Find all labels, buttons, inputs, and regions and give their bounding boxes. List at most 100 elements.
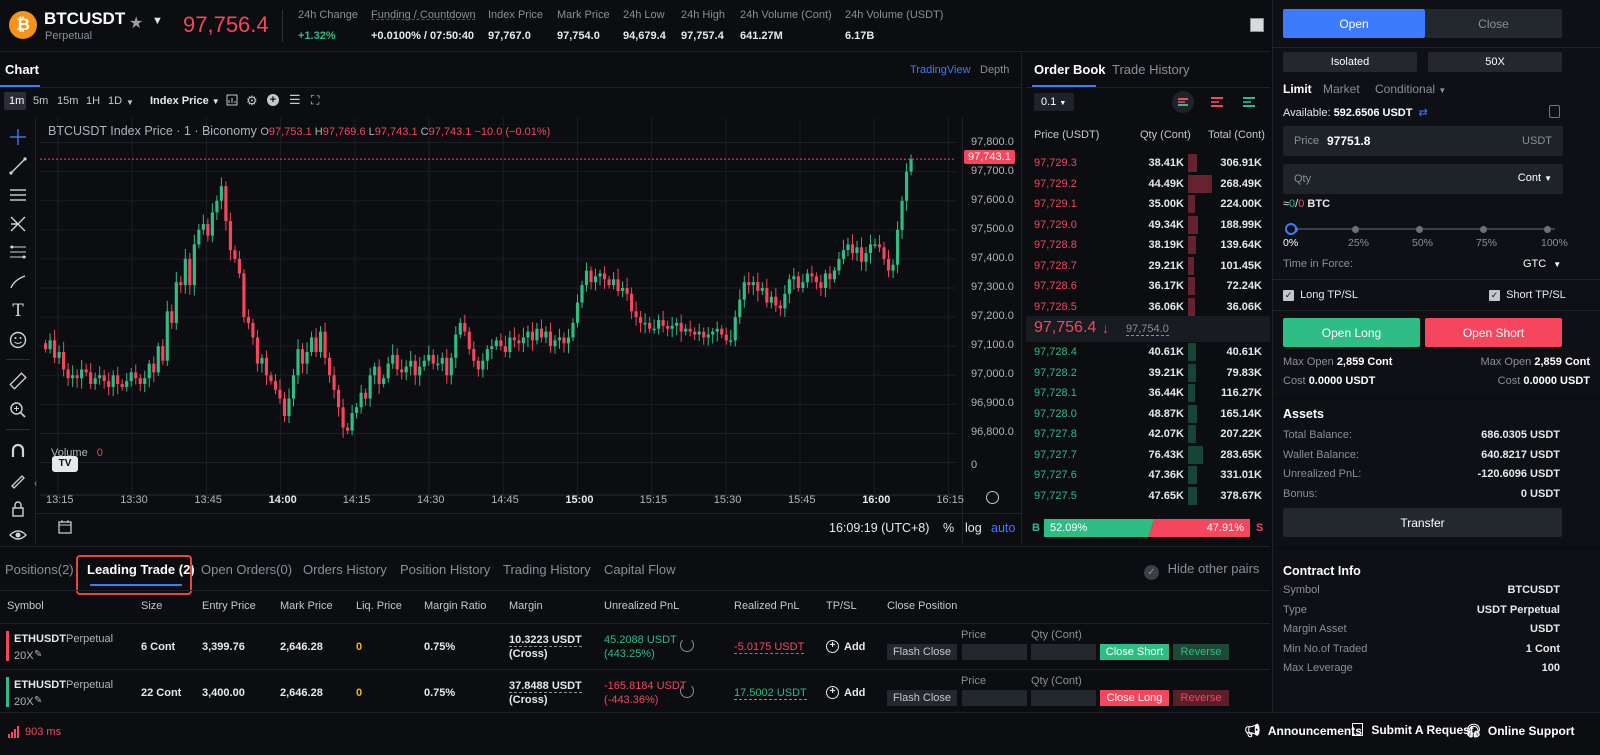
bid-row[interactable]: 97,728.4 40.61K 40.61K (1026, 342, 1270, 362)
bid-row[interactable]: 97,728.2 39.21K 79.83K (1026, 363, 1270, 383)
goto-date-icon[interactable] (57, 519, 73, 535)
order-type-market[interactable]: Market (1323, 82, 1360, 96)
layout-list-icon[interactable]: ☰ (289, 92, 301, 107)
close-qty-input[interactable] (1031, 644, 1096, 660)
ask-row[interactable]: 97,728.5 36.06K 36.06K (1026, 297, 1270, 317)
flash-close-button[interactable]: Flash Close (887, 644, 957, 660)
tab-trade-history[interactable]: Trade History (1112, 62, 1190, 77)
slider-mark[interactable] (1544, 226, 1551, 233)
interval-5m[interactable]: 5m (33, 95, 49, 107)
interval-1d[interactable]: 1D (108, 95, 123, 107)
announcements-link[interactable]: 📢︎ Announcements (1244, 723, 1362, 739)
horizontal-lines-icon[interactable] (8, 185, 28, 205)
open-short-button[interactable]: Open Short (1425, 318, 1562, 347)
ask-row[interactable]: 97,728.8 38.19K 139.64K (1026, 235, 1270, 255)
reset-scale-icon[interactable] (986, 491, 999, 504)
open-tab[interactable]: Open (1283, 9, 1425, 38)
mid-price-row[interactable]: 97,756.4 ↓ 97,754.0 (1026, 316, 1270, 342)
ask-row[interactable]: 97,729.1 35.00K 224.00K (1026, 194, 1270, 214)
tab-position-history[interactable]: Position History (400, 562, 491, 577)
leverage-button[interactable]: 50X (1428, 52, 1562, 72)
reverse-button[interactable]: Reverse (1173, 644, 1229, 660)
bid-row[interactable]: 97,727.6 47.36K 331.01K (1026, 465, 1270, 485)
precision-select[interactable]: 0.1 ▼ (1034, 93, 1074, 111)
submit-request-link[interactable]: Submit A Request (1352, 723, 1474, 737)
ask-row[interactable]: 97,729.2 44.49K 268.49K (1026, 174, 1270, 194)
time-in-force-select[interactable]: GTC ▼ (1523, 258, 1561, 270)
favorite-star-icon[interactable]: ★ (129, 15, 144, 32)
bid-row[interactable]: 97,727.7 76.43K 283.65K (1026, 445, 1270, 465)
share-pnl-icon[interactable] (680, 638, 694, 652)
collapse-toolbar-icon[interactable]: ‹ (34, 478, 38, 489)
position-symbol[interactable]: ETHUSDT (14, 633, 66, 645)
interval-15m[interactable]: 15m (57, 95, 79, 107)
scale-percent-toggle[interactable]: % (943, 521, 955, 535)
book-view-asks-icon[interactable] (1206, 91, 1228, 113)
interval-1m-label[interactable]: 1m (9, 95, 25, 107)
bid-row[interactable]: 97,728.0 48.87K 165.14K (1026, 404, 1270, 424)
slider-mark[interactable] (1416, 226, 1423, 233)
short-tpsl-checkbox[interactable]: ✓ Short TP/SL (1489, 289, 1566, 301)
slider-handle[interactable] (1285, 223, 1297, 235)
long-tpsl-checkbox[interactable]: ✓ Long TP/SL (1283, 289, 1358, 301)
depth-toggle[interactable]: Depth (980, 64, 1010, 76)
edit-leverage-icon[interactable]: ✎ (34, 695, 43, 706)
transfer-button[interactable]: Transfer (1283, 508, 1562, 537)
close-price-input[interactable] (962, 644, 1027, 660)
tab-trading-history[interactable]: Trading History (503, 562, 591, 577)
eye-icon[interactable] (8, 525, 28, 541)
close-short-button[interactable]: Close Short (1100, 644, 1169, 660)
slider-mark[interactable] (1352, 226, 1359, 233)
lock-pencil-icon[interactable] (8, 470, 28, 490)
close-tab[interactable]: Close (1425, 9, 1562, 38)
flash-close-button[interactable]: Flash Close (887, 690, 957, 706)
bid-row[interactable]: 97,727.8 42.07K 207.22K (1026, 424, 1270, 444)
position-leverage[interactable]: 20X (14, 650, 34, 662)
add-tpsl-button[interactable]: Add (844, 687, 866, 699)
position-leverage[interactable]: 20X (14, 696, 34, 708)
margin-mode-button[interactable]: Isolated (1283, 52, 1417, 72)
online-support-link[interactable]: 🎧︎ Online Support (1465, 723, 1575, 739)
order-type-conditional[interactable]: Conditional ▼ (1375, 82, 1446, 96)
qty-input[interactable]: Qty Cont ▼ (1283, 164, 1563, 194)
symbol-dropdown-icon[interactable]: ▼ (152, 15, 163, 27)
order-type-limit[interactable]: Limit (1283, 82, 1312, 96)
share-pnl-icon[interactable] (680, 684, 694, 698)
scale-log-toggle[interactable]: log (965, 521, 982, 535)
indicators-icon[interactable] (226, 94, 238, 106)
tradingview-toggle[interactable]: TradingView (910, 64, 971, 76)
interval-dropdown-icon[interactable]: ▼ (126, 98, 134, 107)
text-tool-icon[interactable]: T (12, 301, 24, 321)
slider-mark[interactable] (1480, 226, 1487, 233)
book-view-both-icon[interactable] (1172, 91, 1194, 113)
bid-row[interactable]: 97,728.1 36.44K 116.27K (1026, 383, 1270, 403)
fib-retracement-icon[interactable] (8, 243, 28, 263)
lock-icon[interactable] (8, 499, 28, 519)
bid-row[interactable]: 97,727.5 47.65K 378.67K (1026, 486, 1270, 506)
ask-row[interactable]: 97,728.6 36.17K 72.24K (1026, 276, 1270, 296)
price-source-select[interactable]: Index Price ▼ (150, 95, 220, 107)
price-input[interactable]: Price 97751.8 USDT (1283, 126, 1563, 156)
trendline-icon[interactable] (8, 156, 28, 176)
ask-row[interactable]: 97,729.3 38.41K 306.91K (1026, 153, 1270, 173)
reverse-button[interactable]: Reverse (1173, 690, 1229, 706)
edit-leverage-icon[interactable]: ✎ (34, 649, 43, 660)
magnet-icon[interactable] (8, 441, 28, 461)
zoom-in-icon[interactable] (8, 400, 28, 420)
symbol-name[interactable]: BTCUSDT (44, 9, 126, 28)
book-view-bids-icon[interactable] (1238, 91, 1260, 113)
ruler-icon[interactable] (8, 371, 28, 391)
tab-open-orders[interactable]: Open Orders(0) (201, 562, 293, 577)
add-tpsl-icon[interactable]: + (826, 686, 839, 699)
close-long-button[interactable]: Close Long (1100, 690, 1169, 706)
compare-plus-icon[interactable]: + (267, 94, 279, 106)
ask-row[interactable]: 97,729.0 49.34K 188.99K (1026, 215, 1270, 235)
tab-order-book[interactable]: Order Book (1034, 62, 1106, 77)
brush-icon[interactable] (8, 272, 28, 292)
close-qty-input[interactable] (1031, 690, 1096, 706)
price-chart[interactable] (40, 118, 956, 498)
calculator-icon[interactable] (1549, 105, 1560, 118)
hide-other-pairs-toggle[interactable]: ✓ Hide other pairs (1144, 561, 1259, 580)
crosshair-icon[interactable] (8, 127, 28, 147)
position-symbol[interactable]: ETHUSDT (14, 679, 66, 691)
